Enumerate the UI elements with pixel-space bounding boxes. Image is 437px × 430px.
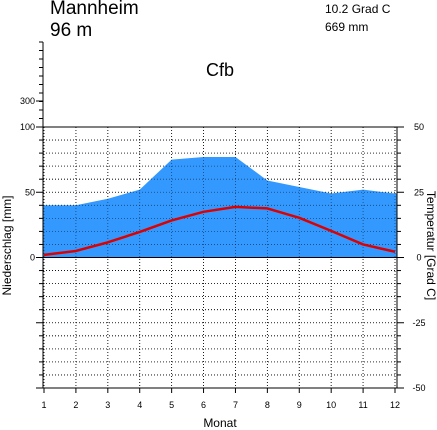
x-tick-labels: 1 2 3 4 5 6 7 8 9 10 11 12: [41, 400, 400, 410]
temperature-line: [43, 205, 396, 257]
climate-class: Cfb: [206, 60, 235, 80]
annual-precipitation: 669 mm: [325, 20, 369, 34]
x-tick-label: 7: [233, 400, 238, 410]
right-tick-labels: 50 25 0 -25 -50: [412, 122, 425, 393]
x-tick-label: 9: [297, 400, 302, 410]
x-tick-label: 4: [137, 400, 142, 410]
right-tick-label: -25: [412, 318, 425, 328]
left-tick-label: 50: [25, 187, 35, 197]
station-name: Mannheim: [50, 0, 139, 19]
left-tick-label: 100: [20, 122, 35, 132]
precipitation-area: [43, 157, 397, 258]
left-axis-label: Niederschlag [mm]: [0, 195, 14, 295]
mean-temperature: 10.2 Grad C: [325, 2, 391, 16]
x-tick-label: 11: [358, 400, 367, 410]
right-tick-label: -50: [412, 383, 425, 393]
x-tick-label: 5: [169, 400, 174, 410]
x-tick-label: 1: [41, 400, 46, 410]
x-tick-label: 12: [390, 400, 400, 410]
upper-precipitation-axis: [36, 41, 44, 128]
right-axis-label: Temperatur [Grad C]: [424, 191, 437, 300]
axis-ticks: [36, 126, 404, 393]
right-tick-label: 25: [414, 187, 424, 197]
grid-lines-over-area: [43, 127, 397, 388]
right-tick-label: 0: [416, 253, 421, 263]
x-axis-label: Monat: [203, 416, 237, 430]
x-tick-label: 10: [326, 400, 336, 410]
station-elevation: 96 m: [50, 20, 93, 41]
left-tick-label: 0: [30, 253, 35, 263]
x-tick-label: 3: [105, 400, 110, 410]
x-tick-label: 8: [265, 400, 270, 410]
left-tick-label: 300: [20, 96, 35, 106]
right-tick-label: 50: [414, 122, 424, 132]
left-tick-labels: 300 100 50 0: [20, 96, 35, 263]
x-tick-label: 6: [201, 400, 206, 410]
x-tick-label: 2: [73, 400, 78, 410]
